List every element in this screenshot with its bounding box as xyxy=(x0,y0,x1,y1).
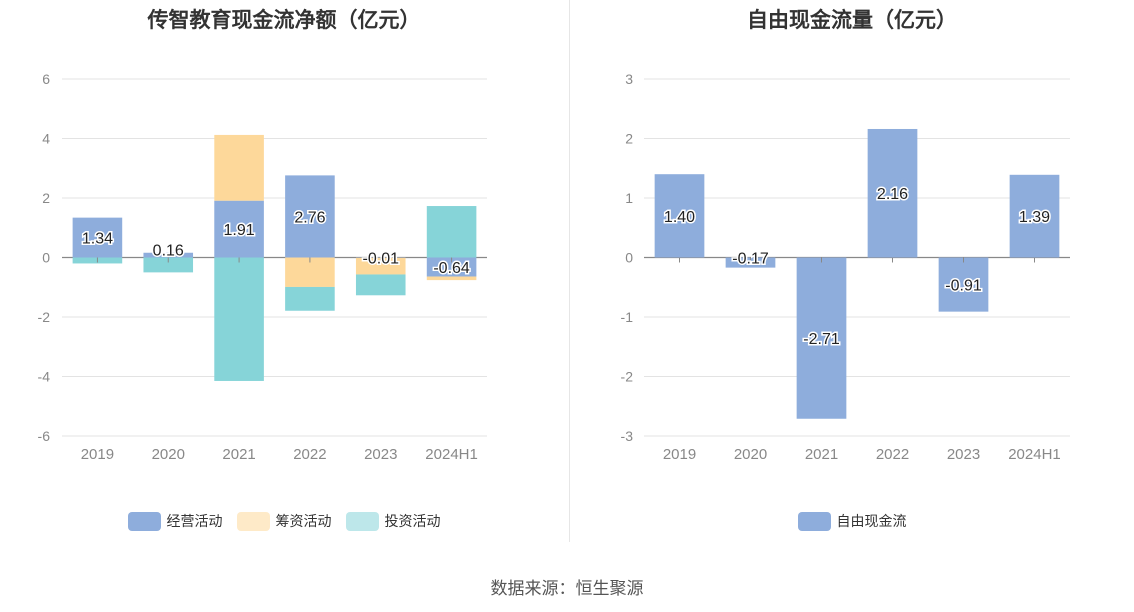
y-tick-label: 6 xyxy=(42,71,50,87)
legend-swatch xyxy=(127,511,161,531)
legend-item[interactable]: 筹资活动 xyxy=(236,511,332,531)
x-tick-label: 2020 xyxy=(152,446,185,463)
cashflow-net-plot: 6 4 2 0 -2 -4 -6 2019 1.34 2020 0.16 2021 1.91 2022 2.… xyxy=(38,71,487,463)
bar-2020-series-2 xyxy=(143,257,194,273)
bar-2019-series-0 xyxy=(654,174,705,258)
bar-2022-series-0 xyxy=(867,128,918,258)
y-tick-label: 0 xyxy=(42,250,50,266)
bar-2020-series-0 xyxy=(143,252,194,258)
x-tick-label: 2019 xyxy=(663,446,696,463)
bar-2024H1-series-0 xyxy=(426,257,477,277)
bar-2023-series-2 xyxy=(355,274,406,296)
data-label: 1.34 xyxy=(82,231,113,248)
legend-swatch xyxy=(345,511,379,531)
data-label: -0.01 xyxy=(363,251,400,268)
x-tick-label: 2021 xyxy=(222,446,255,463)
data-label: -2.71 xyxy=(803,331,840,348)
data-source: 数据来源：恒生聚源 xyxy=(490,579,644,598)
data-label: -0.91 xyxy=(945,278,982,295)
bar-2022-series-0 xyxy=(285,175,335,258)
bar-2023-series-0 xyxy=(938,257,989,312)
chart-title: 自由现金流量（亿元） xyxy=(747,9,957,32)
bar-2021-series-1 xyxy=(214,134,264,201)
y-tick-label: 0 xyxy=(625,250,633,266)
x-tick-label: 2024H1 xyxy=(1008,446,1061,463)
bar-2024H1-series-1 xyxy=(426,276,477,281)
bar-2024H1-series-0 xyxy=(1009,174,1060,258)
y-tick-label: -2 xyxy=(621,369,634,385)
y-tick-label: 4 xyxy=(42,131,50,147)
y-tick-label: -6 xyxy=(38,428,51,444)
legend-item[interactable]: 投资活动 xyxy=(345,511,441,531)
bar-2020-series-0 xyxy=(725,257,776,268)
x-tick-label: 2021 xyxy=(805,446,838,463)
chart-title: 传智教育现金流净额（亿元） xyxy=(147,9,421,32)
x-tick-label: 2024H1 xyxy=(425,446,478,463)
legend: 经营活动 筹资活动 投资活动 xyxy=(0,511,568,531)
data-label: 1.40 xyxy=(664,209,695,226)
legend-label: 自由现金流 xyxy=(836,513,907,529)
free-cashflow-chart: 自由现金流量（亿元） 3 2 1 0 -1 -2 -3 2019 1.40 2020 -0.17 20… xyxy=(570,0,1134,545)
legend-swatch xyxy=(236,511,270,531)
data-label: 1.39 xyxy=(1019,209,1050,226)
bar-2024H1-series-2 xyxy=(426,206,477,258)
legend-item[interactable]: 经营活动 xyxy=(127,511,223,531)
x-tick-label: 2019 xyxy=(81,446,114,463)
y-tick-label: 2 xyxy=(42,190,50,206)
legend-swatch xyxy=(797,511,831,531)
data-label: 0.16 xyxy=(153,243,184,260)
y-tick-label: -2 xyxy=(38,309,51,325)
legend-label: 投资活动 xyxy=(384,513,441,529)
data-label: -0.17 xyxy=(732,251,769,268)
bar-2023-series-1 xyxy=(355,257,406,275)
y-tick-label: -1 xyxy=(621,309,634,325)
legend-label: 经营活动 xyxy=(166,513,223,529)
bar-2021-series-0 xyxy=(214,200,264,258)
data-label: 2.16 xyxy=(877,186,908,203)
bar-2021-series-2 xyxy=(214,257,264,381)
bar-2021-series-0 xyxy=(796,257,847,419)
y-tick-label: -3 xyxy=(621,428,634,444)
y-tick-label: 2 xyxy=(625,131,633,147)
y-tick-label: 1 xyxy=(625,190,633,206)
x-tick-label: 2022 xyxy=(293,446,326,463)
x-tick-label: 2023 xyxy=(364,446,397,463)
bar-2022-series-2 xyxy=(285,286,335,311)
x-tick-label: 2023 xyxy=(947,446,980,463)
legend: 自由现金流 xyxy=(570,511,1134,531)
legend-label: 筹资活动 xyxy=(275,513,332,529)
bar-2019-series-0 xyxy=(72,217,123,258)
data-label: -0.64 xyxy=(433,260,470,277)
x-tick-label: 2022 xyxy=(876,446,909,463)
data-label: 2.76 xyxy=(294,209,325,226)
panel-divider xyxy=(569,0,570,542)
y-tick-label: -4 xyxy=(38,369,51,385)
cashflow-net-chart: 传智教育现金流净额（亿元） 6 4 2 0 -2 -4 -6 2019 1.34 2020 0.16… xyxy=(0,0,568,545)
free-cashflow-plot: 3 2 1 0 -1 -2 -3 2019 1.40 2020 -0.17 2021 -2.71 2022… xyxy=(621,71,1070,463)
x-tick-label: 2020 xyxy=(734,446,767,463)
legend-item[interactable]: 自由现金流 xyxy=(797,511,907,531)
y-tick-label: 3 xyxy=(625,71,633,87)
data-label: 1.91 xyxy=(224,222,255,239)
